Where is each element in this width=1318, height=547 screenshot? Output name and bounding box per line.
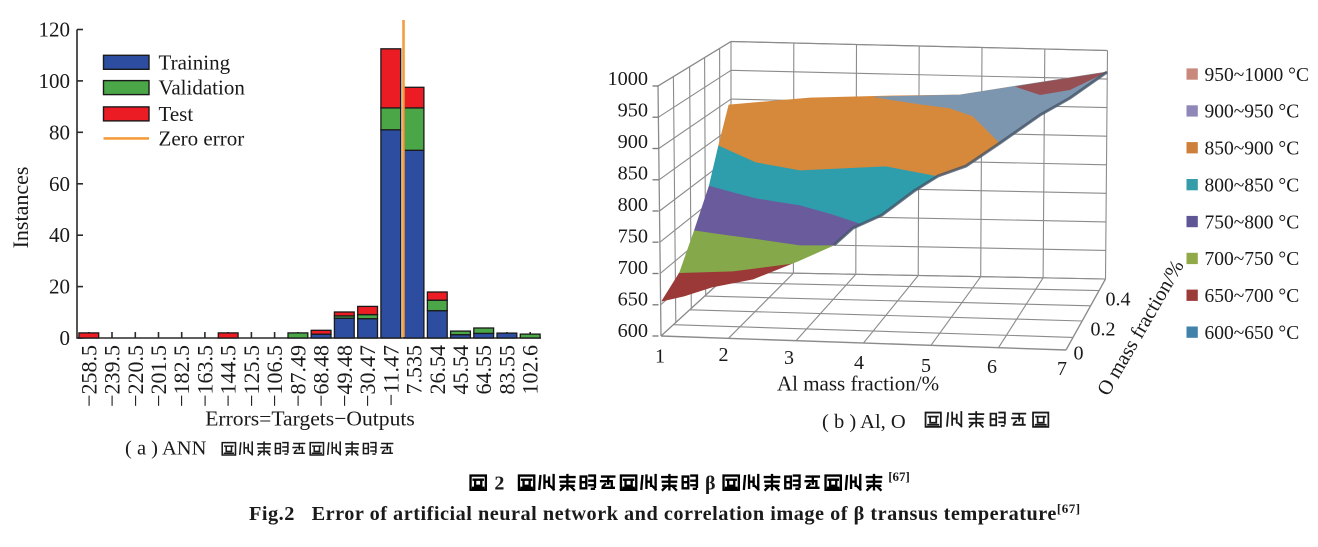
svg-text:60: 60 <box>49 172 70 196</box>
svg-text:600~650 °C: 600~650 °C <box>1205 323 1300 344</box>
svg-text:Training: Training <box>159 50 231 74</box>
svg-text:1: 1 <box>655 346 665 368</box>
svg-text:Instances: Instances <box>8 167 33 249</box>
svg-text:Validation: Validation <box>159 76 246 100</box>
svg-text:−220.5: −220.5 <box>123 345 148 407</box>
svg-text:1000: 1000 <box>607 68 648 90</box>
svg-text:( a ) ANN: ( a ) ANN <box>125 438 207 460</box>
svg-text:600: 600 <box>618 320 648 342</box>
svg-text:β: β <box>705 473 716 495</box>
svg-text:−68.48: −68.48 <box>309 345 334 407</box>
svg-text:−182.5: −182.5 <box>169 345 194 407</box>
svg-text:950~1000 °C: 950~1000 °C <box>1205 65 1309 86</box>
svg-text:100: 100 <box>39 69 71 93</box>
svg-text:850: 850 <box>618 163 648 185</box>
svg-text:Fig.2 Error of artificial ne: Fig.2 Error of artificial neural network… <box>249 501 1081 525</box>
svg-text:102.6: 102.6 <box>518 345 543 395</box>
svg-text:−163.5: −163.5 <box>192 345 217 407</box>
svg-text:80: 80 <box>49 120 70 144</box>
svg-text:0.2: 0.2 <box>1091 319 1116 341</box>
svg-text:−125.5: −125.5 <box>239 345 264 407</box>
svg-text:−87.49: −87.49 <box>285 345 310 407</box>
svg-text:40: 40 <box>49 223 70 247</box>
svg-text:( b ) Al, O: ( b ) Al, O <box>822 411 906 433</box>
svg-text:−201.5: −201.5 <box>146 345 171 407</box>
svg-text:[67]: [67] <box>888 469 910 484</box>
svg-text:Test: Test <box>159 102 194 126</box>
svg-text:2: 2 <box>719 344 729 366</box>
svg-text:26.54: 26.54 <box>425 345 450 395</box>
svg-text:−239.5: −239.5 <box>100 345 125 407</box>
svg-text:800: 800 <box>618 194 648 216</box>
svg-text:45.54: 45.54 <box>448 345 473 395</box>
svg-text:0.4: 0.4 <box>1106 289 1131 311</box>
svg-text:Zero error: Zero error <box>159 126 245 150</box>
svg-text:850~900 °C: 850~900 °C <box>1205 139 1300 160</box>
svg-text:0: 0 <box>60 326 71 350</box>
svg-text:7.535: 7.535 <box>402 345 427 395</box>
svg-text:−258.5: −258.5 <box>76 345 101 407</box>
svg-text:3: 3 <box>784 347 794 369</box>
svg-text:900: 900 <box>618 131 648 153</box>
svg-text:650~700 °C: 650~700 °C <box>1205 286 1300 307</box>
svg-text:−11.47: −11.47 <box>378 345 403 406</box>
svg-text:750~800 °C: 750~800 °C <box>1205 212 1300 233</box>
svg-text:120: 120 <box>39 18 71 42</box>
svg-text:750: 750 <box>618 226 648 248</box>
svg-text:800~850 °C: 800~850 °C <box>1205 175 1300 196</box>
svg-text:Errors=Targets−Outputs: Errors=Targets−Outputs <box>205 407 415 431</box>
svg-text:83.55: 83.55 <box>494 345 519 395</box>
svg-text:−144.5: −144.5 <box>216 345 241 407</box>
svg-text:0: 0 <box>1074 343 1084 365</box>
svg-text:7: 7 <box>1057 358 1067 380</box>
svg-text:20: 20 <box>49 275 70 299</box>
svg-text:64.55: 64.55 <box>471 345 496 395</box>
svg-text:−106.5: −106.5 <box>262 345 287 407</box>
svg-text:−49.48: −49.48 <box>332 345 357 407</box>
svg-text:6: 6 <box>987 356 997 378</box>
svg-text:−30.47: −30.47 <box>355 345 380 407</box>
svg-text:700~750 °C: 700~750 °C <box>1205 249 1300 270</box>
svg-text:700: 700 <box>618 257 648 279</box>
svg-text:Al mass fraction/%: Al mass fraction/% <box>777 372 939 396</box>
svg-text:950: 950 <box>618 100 648 122</box>
svg-text:2: 2 <box>494 473 504 495</box>
svg-text:650: 650 <box>618 289 648 311</box>
svg-text:900~950 °C: 900~950 °C <box>1205 102 1300 123</box>
